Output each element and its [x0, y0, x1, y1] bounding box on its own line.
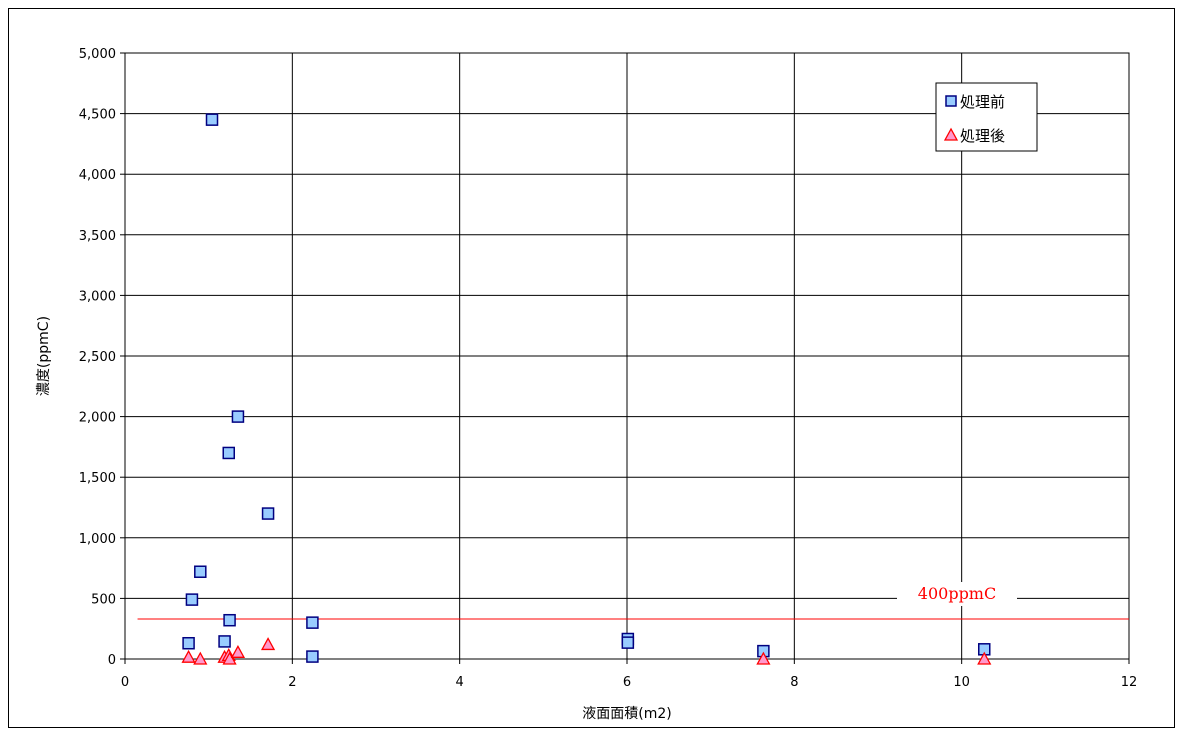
data-points: [181, 113, 992, 665]
y-tick-label: 4,500: [79, 108, 116, 123]
y-tick-label: 3,000: [79, 289, 116, 304]
point-before-treatment: [222, 446, 235, 460]
point-before-treatment: [182, 636, 195, 650]
point-before-treatment: [306, 616, 319, 629]
x-tick-label: 4: [456, 675, 464, 690]
point-after-treatment: [260, 637, 276, 651]
reference-line-label: 400ppmC: [918, 584, 996, 603]
legend: 処理前 処理後: [935, 82, 1038, 152]
point-before-treatment: [223, 613, 236, 627]
point-after-treatment: [230, 644, 246, 658]
point-after-treatment: [977, 651, 992, 665]
y-tick-label: 4,000: [79, 168, 116, 183]
x-tick-label: 12: [1121, 675, 1138, 690]
y-axis-title: 濃度(ppmC): [36, 316, 52, 396]
legend-label-after: 処理後: [960, 127, 1005, 145]
point-before-treatment: [261, 507, 275, 520]
legend-label-before: 処理前: [960, 93, 1005, 111]
y-tick-label: 5,000: [79, 47, 116, 62]
point-after-treatment: [193, 651, 208, 665]
point-before-treatment: [205, 113, 219, 126]
point-after-treatment: [181, 649, 196, 663]
x-tick-label: 10: [953, 675, 970, 690]
point-before-treatment: [194, 565, 207, 578]
y-tick-label: 2,000: [79, 411, 116, 426]
x-tick-label: 8: [790, 675, 798, 690]
x-tick-label: 6: [623, 675, 631, 690]
y-tick-label: 1,500: [79, 471, 116, 486]
point-before-treatment: [231, 410, 245, 423]
point-before-treatment: [218, 635, 231, 648]
x-tick-label: 0: [121, 675, 129, 690]
axis-ticks: 0 500 1,000 1,500 2,000 2,500 3,000 3,500 4,000 4…: [79, 47, 1137, 690]
point-before-treatment: [185, 593, 199, 606]
y-tick-label: 0: [108, 653, 116, 668]
y-tick-label: 500: [91, 592, 116, 607]
point-before-treatment: [306, 650, 319, 663]
legend-marker-triangle: [943, 127, 959, 141]
y-tick-label: 2,500: [79, 350, 116, 365]
point-after-treatment: [756, 651, 771, 665]
y-tick-label: 1,000: [79, 532, 116, 547]
legend-marker-square: [945, 95, 957, 107]
reference-label-background: [897, 582, 1017, 607]
reference-line-layer: 400ppmC: [137, 582, 1129, 620]
point-before-treatment: [621, 636, 635, 649]
point-after-treatment: [222, 651, 237, 665]
y-tick-label: 3,500: [79, 229, 116, 244]
x-axis-title: 液面面積(m2): [582, 706, 671, 722]
x-tick-label: 2: [288, 675, 296, 690]
